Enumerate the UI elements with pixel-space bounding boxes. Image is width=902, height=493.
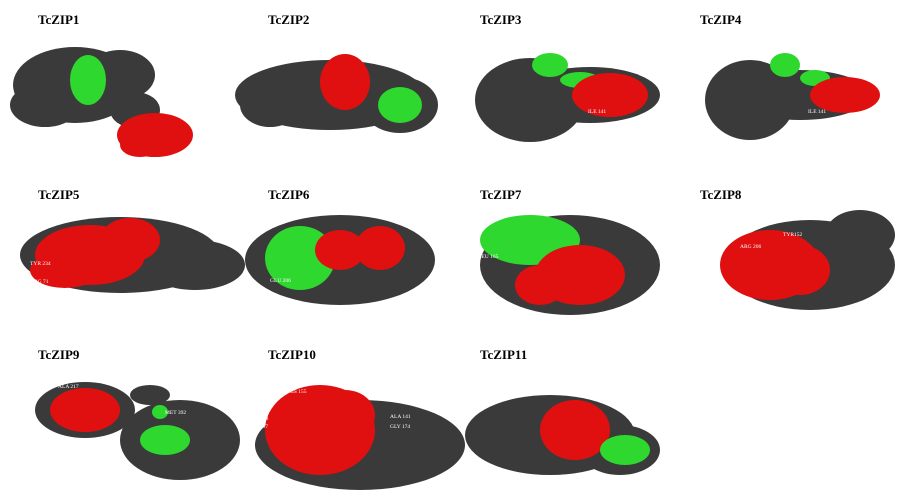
panel-title: TcZIP11 [480,347,527,362]
residue-label: ALA 141 [390,414,411,420]
surface-patch [320,54,370,110]
surface-patch [770,245,830,295]
surface-patch [130,385,170,405]
surface-patch [240,83,300,127]
residue-label: PHE 167 [248,424,268,430]
surface-patch [120,133,160,157]
panel: TcZIP3 ILE 141 [475,12,660,142]
panel-title: TcZIP10 [268,347,316,362]
surface-patch [378,87,422,123]
panel-title: TcZIP4 [700,12,742,27]
residue-label: TYR152 [783,232,803,238]
surface-patch [770,53,800,77]
residue-label: ARG 71 [30,279,49,285]
surface-patch [355,226,405,270]
panel-title: TcZIP7 [480,187,522,202]
panel: TcZIP7 LEU 165 [478,187,660,315]
residue-label: ARG 144 [158,100,179,106]
figure: TcZIP1ARG 144VAL 139TcZIP2TcZIP3ILE 141T… [0,0,902,493]
residue-label: GLU 206 [270,278,291,284]
residue-label: LEU 165 [478,254,499,260]
residue-label: HIS 155 [288,389,307,395]
surface-patch [825,210,895,260]
panel: TcZIP2 [235,12,438,133]
surface-patch [100,218,160,262]
surface-patch [532,53,568,77]
surface-patch [145,240,245,290]
surface-patch [50,388,120,432]
panel-title: TcZIP5 [38,187,80,202]
surface-patch [572,73,648,117]
panel-title: TcZIP8 [700,187,742,202]
panel: TcZIP9 ALA 217 MET 392 [35,347,240,480]
surface-patch [315,390,375,440]
panel-title: TcZIP6 [268,187,310,202]
residue-label: MET 392 [165,410,186,416]
residue-label: ARG 149 [342,383,363,389]
residue-label: ALA 151 [368,391,389,397]
residue-label: ARG 206 [740,244,761,250]
surface-patch [140,425,190,455]
surface-patch [810,77,880,113]
panel: TcZIP10 ARG 149 ALA 151 HIS 155 ALA 141 GLY 1… [248,347,465,490]
surface-patch [540,400,610,460]
residue-label: LEU 188 [248,416,269,422]
residue-label: TYR 234 [30,261,51,267]
panel: TcZIP6 GLU 206 [245,187,435,305]
panel-title: TcZIP1 [38,12,79,27]
residue-label: ALA 217 [58,384,79,390]
surface-patch [70,55,106,105]
panel: TcZIP11 [465,347,660,475]
surface-patch [515,265,565,305]
surface-patch [10,83,80,127]
panel-title: TcZIP9 [38,347,80,362]
panel: TcZIP8 TYR152 ARG 206 [700,187,895,310]
panel-title: TcZIP3 [480,12,522,27]
panel: TcZIP5 TYR 234 ARG 71 [20,187,245,293]
panel: TcZIP1 ARG 144 VAL 139 [10,12,193,157]
panel: TcZIP4 ILE 141 [700,12,880,140]
panel-title: TcZIP2 [268,12,309,27]
residue-label: GLY 174 [390,424,410,430]
residue-label: VAL 139 [160,108,180,114]
residue-label: ILE 141 [808,109,826,115]
surface-patch [600,435,650,465]
residue-label: ILE 141 [588,109,606,115]
